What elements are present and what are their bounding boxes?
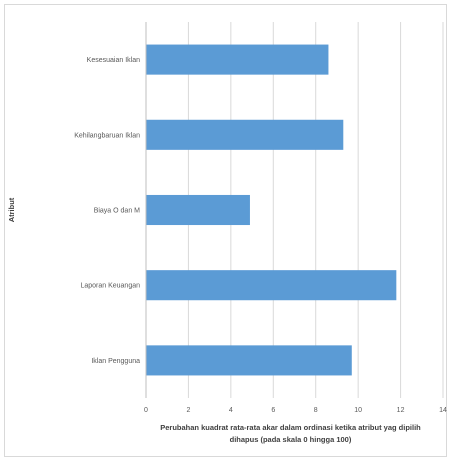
x-tick-label: 2 xyxy=(186,407,190,414)
category-label: Kesesuaian Iklan xyxy=(87,57,140,64)
chart-frame xyxy=(4,4,447,457)
y-axis-title: Atribut xyxy=(7,197,16,222)
x-tick-label: 12 xyxy=(397,407,405,414)
bar xyxy=(146,270,397,301)
x-tick-label: 6 xyxy=(271,407,275,414)
bar xyxy=(146,194,250,226)
x-tick-label: 0 xyxy=(144,407,148,414)
category-labels: Kesesuaian Iklan Kehilangbaruan Iklan Biay… xyxy=(74,57,140,365)
gridlines xyxy=(187,22,444,398)
x-tick-label: 14 xyxy=(439,407,447,414)
x-axis-title-line2: dihapus (pada skala 0 hingga 100) xyxy=(230,435,352,444)
category-label: Biaya O dan M xyxy=(94,208,140,215)
bar xyxy=(146,119,344,150)
bar xyxy=(146,345,352,376)
bars xyxy=(146,44,397,376)
x-axis-title-line1: Perubahan kuadrat rata-rata akar dalam o… xyxy=(160,423,421,432)
category-label: Laporan Keuangan xyxy=(80,283,140,290)
category-label: Iklan Pengguna xyxy=(91,358,140,365)
bar xyxy=(146,44,329,75)
x-tick-labels: 0 2 4 6 8 10 12 14 xyxy=(144,407,447,414)
x-tick-label: 4 xyxy=(229,407,233,414)
x-tick-label: 8 xyxy=(314,407,318,414)
x-tick-label: 10 xyxy=(354,407,362,414)
category-label: Kehilangbaruan Iklan xyxy=(74,132,140,139)
